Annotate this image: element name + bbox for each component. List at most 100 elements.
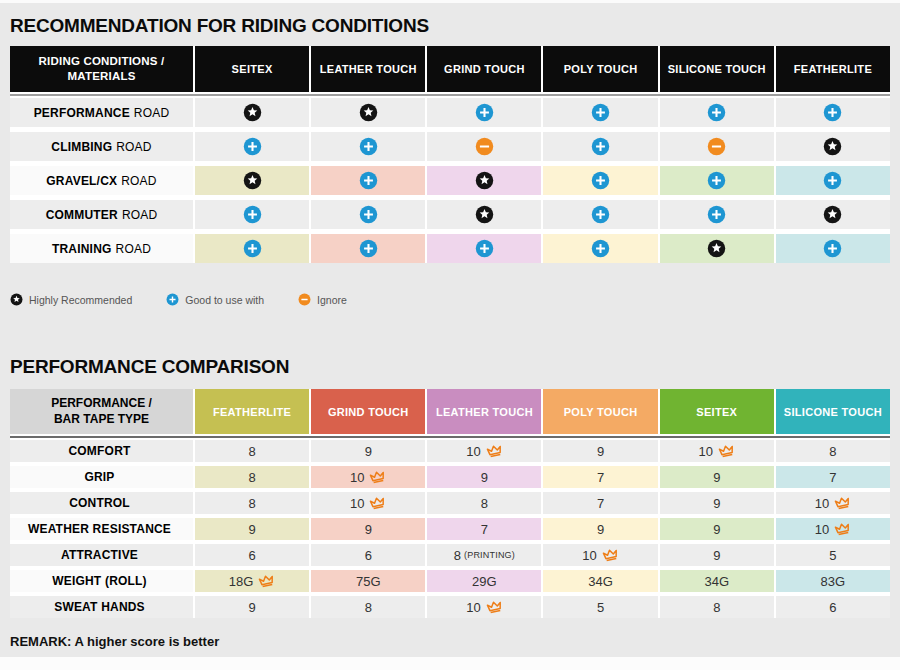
star-icon <box>243 103 262 122</box>
riding-condition-label: PERFORMANCEROAD <box>10 98 193 127</box>
crown-icon <box>484 442 504 459</box>
recommendation-cell <box>776 200 890 229</box>
plus-icon <box>823 103 842 122</box>
crown-icon <box>717 442 737 459</box>
legend: Highly RecommendedGood to use withIgnore <box>10 293 890 306</box>
riding-condition-label: COMMUTER ROAD <box>10 200 193 229</box>
score-cell: 6 <box>195 544 309 566</box>
table-row: CONTROL81087910 <box>10 492 890 514</box>
label-rest: ROAD <box>122 208 157 222</box>
recommendation-cell <box>543 200 657 229</box>
score-value: 83G <box>821 574 846 589</box>
header-label-line: BAR TAPE TYPE <box>54 412 149 428</box>
score-cell: 9 <box>195 596 309 618</box>
score-cell: 9 <box>543 440 657 462</box>
score-value: 7 <box>829 470 836 485</box>
recommendation-cell <box>195 200 309 229</box>
score-cell: 10 <box>776 518 890 540</box>
recommendation-cell <box>660 200 774 229</box>
score-value: 5 <box>597 600 604 615</box>
table-row: COMFORT89109108 <box>10 440 890 462</box>
table-row: SWEAT HANDS9810586 <box>10 596 890 618</box>
performance-metric-label: WEIGHT (ROLL) <box>10 570 193 592</box>
recommendation-cell <box>427 200 541 229</box>
recommendation-cell <box>660 98 774 127</box>
score-value: 18G <box>229 574 254 589</box>
recommendation-header-row: RIDING CONDITIONS /MATERIALSSEITEXLEATHE… <box>10 46 890 92</box>
riding-conditions-header: RIDING CONDITIONS /MATERIALS <box>10 46 193 92</box>
crown-icon <box>601 546 621 563</box>
score-cell: 7 <box>776 466 890 488</box>
score-cell: 5 <box>543 596 657 618</box>
plus-icon <box>707 103 726 122</box>
table-row: GRIP8109797 <box>10 466 890 488</box>
label-bold: COMMUTER <box>46 208 118 222</box>
riding-condition-label: CLIMBINGROAD <box>10 132 193 161</box>
recommendation-cell <box>311 234 425 263</box>
score-value: 9 <box>713 496 720 511</box>
score-cell: 9 <box>543 518 657 540</box>
table-row: COMMUTER ROAD <box>10 200 890 229</box>
plus-icon <box>823 171 842 190</box>
crown-icon <box>368 494 388 511</box>
recommendation-cell <box>427 98 541 127</box>
score-cell: 8 <box>776 440 890 462</box>
performance-title: PERFORMANCE COMPARISON <box>10 356 890 378</box>
column-header: FEATHERLITE <box>195 389 309 434</box>
plus-icon <box>591 171 610 190</box>
legend-item: Good to use with <box>166 293 264 306</box>
recommendation-cell <box>195 98 309 127</box>
score-value: 9 <box>597 522 604 537</box>
score-cell: 9 <box>660 544 774 566</box>
score-cell: 6 <box>776 596 890 618</box>
score-suffix: (PRINTING) <box>464 550 515 560</box>
minus-icon <box>475 137 494 156</box>
score-cell: 7 <box>543 492 657 514</box>
score-cell: 9 <box>427 466 541 488</box>
page: RECOMMENDATION FOR RIDING CONDITIONS RID… <box>0 0 900 670</box>
score-cell: 9 <box>311 518 425 540</box>
column-header: POLY TOUCH <box>543 46 657 92</box>
legend-label: Highly Recommended <box>29 294 132 306</box>
label-bold: WEATHER RESISTANCE <box>28 522 171 536</box>
plus-icon <box>475 239 494 258</box>
minus-icon <box>298 293 311 306</box>
header-label-line: PERFORMANCE / <box>51 396 152 412</box>
score-value: 9 <box>365 444 372 459</box>
plus-icon <box>359 239 378 258</box>
score-value: 10 <box>815 522 829 537</box>
column-header: SILICONE TOUCH <box>776 389 890 434</box>
score-cell: 10 <box>660 440 774 462</box>
header-label-line: RIDING CONDITIONS / <box>39 54 165 69</box>
score-value: 7 <box>597 470 604 485</box>
header-label-line: MATERIALS <box>67 69 135 84</box>
table-row: GRAVEL/CXROAD <box>10 166 890 195</box>
recommendation-cell <box>776 98 890 127</box>
score-cell: 9 <box>195 518 309 540</box>
performance-table: PERFORMANCE /BAR TAPE TYPEFEATHERLITEGRI… <box>10 389 890 618</box>
recommendation-cell <box>543 98 657 127</box>
plus-icon <box>591 239 610 258</box>
score-value: 75G <box>356 574 381 589</box>
performance-header-row: PERFORMANCE /BAR TAPE TYPEFEATHERLITEGRI… <box>10 389 890 434</box>
score-value: 10 <box>582 548 596 563</box>
score-value: 8 <box>481 496 488 511</box>
recommendation-cell <box>776 234 890 263</box>
column-header: SILICONE TOUCH <box>660 46 774 92</box>
star-icon <box>10 293 23 306</box>
score-cell: 8(PRINTING) <box>427 544 541 566</box>
performance-metric-label: COMFORT <box>10 440 193 462</box>
plus-icon <box>591 103 610 122</box>
legend-item: Highly Recommended <box>10 293 132 306</box>
remark: REMARK: A higher score is better <box>10 634 890 649</box>
plus-icon <box>591 137 610 156</box>
recommendation-cell <box>543 234 657 263</box>
recommendation-cell <box>311 98 425 127</box>
score-cell: 8 <box>311 596 425 618</box>
score-value: 10 <box>466 600 480 615</box>
recommendation-cell <box>776 166 890 195</box>
bar-tape-type-header: PERFORMANCE /BAR TAPE TYPE <box>10 389 193 434</box>
recommendation-cell <box>660 234 774 263</box>
recommendation-cell <box>427 132 541 161</box>
label-bold: ATTRACTIVE <box>61 548 138 562</box>
